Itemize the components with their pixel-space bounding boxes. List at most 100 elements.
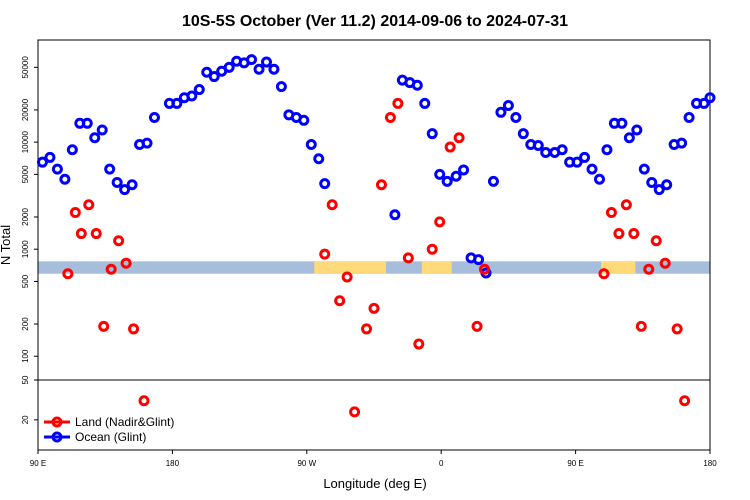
y-tick-label: 500 bbox=[21, 274, 30, 288]
ocean-point bbox=[698, 97, 710, 109]
ocean-point bbox=[653, 184, 665, 196]
y-tick-label: 50 bbox=[21, 375, 30, 384]
y-tick-label: 5000 bbox=[21, 165, 30, 183]
ocean-point bbox=[66, 144, 78, 156]
chart-title: 10S-5S October (Ver 11.2) 2014-09-06 to … bbox=[182, 13, 568, 30]
land-point bbox=[349, 406, 361, 418]
ocean-point bbox=[275, 81, 287, 93]
land-point bbox=[650, 235, 662, 247]
ocean-point bbox=[495, 106, 507, 118]
land-point bbox=[479, 263, 491, 275]
y-axis-label: N Total bbox=[0, 225, 13, 265]
ocean-point bbox=[96, 124, 108, 136]
land-point bbox=[326, 199, 338, 211]
y-tick-label: 20 bbox=[21, 415, 30, 424]
land-point bbox=[434, 216, 446, 228]
land-point bbox=[392, 97, 404, 109]
land-point bbox=[671, 323, 683, 335]
land-point bbox=[138, 395, 150, 407]
land-point bbox=[62, 268, 74, 280]
ocean-point bbox=[623, 132, 635, 144]
ocean-point bbox=[111, 176, 123, 188]
ocean-point bbox=[450, 170, 462, 182]
ocean-point bbox=[704, 92, 716, 104]
ocean-point bbox=[683, 111, 695, 123]
land-point bbox=[83, 199, 95, 211]
ocean-point bbox=[201, 66, 213, 78]
ocean-point bbox=[661, 179, 673, 191]
land-band-segment bbox=[421, 261, 452, 274]
ocean-point bbox=[419, 97, 431, 109]
land-point bbox=[368, 302, 380, 314]
land-point bbox=[75, 228, 87, 240]
ocean-point bbox=[246, 54, 258, 66]
land-point bbox=[679, 395, 691, 407]
ocean-point bbox=[540, 147, 552, 159]
ocean-point bbox=[601, 144, 613, 156]
land-point bbox=[120, 257, 132, 269]
y-tick-label: 1000 bbox=[21, 240, 30, 258]
ocean-point bbox=[208, 71, 220, 83]
ocean-point bbox=[638, 163, 650, 175]
ocean-point bbox=[510, 111, 522, 123]
ocean-point bbox=[313, 153, 325, 165]
ocean-point bbox=[434, 168, 446, 180]
ocean-point bbox=[51, 163, 63, 175]
land-point bbox=[69, 207, 81, 219]
land-point bbox=[635, 320, 647, 332]
land-point bbox=[643, 263, 655, 275]
x-tick-label: 90 E bbox=[30, 459, 46, 468]
land-point bbox=[384, 111, 396, 123]
legend: Land (Nadir&Glint) Ocean (Glint) bbox=[44, 415, 174, 444]
ocean-point bbox=[579, 151, 591, 163]
land-point bbox=[113, 235, 125, 247]
land-point bbox=[613, 228, 625, 240]
ocean-point bbox=[458, 164, 470, 176]
ocean-point bbox=[676, 137, 688, 149]
ocean-point bbox=[646, 176, 658, 188]
ocean-point bbox=[148, 111, 160, 123]
y-tick-label: 200 bbox=[21, 317, 30, 331]
ocean-point bbox=[36, 156, 48, 168]
legend-land-label: Land (Nadir&Glint) bbox=[75, 415, 174, 429]
land-point bbox=[444, 141, 456, 153]
ocean-point bbox=[473, 254, 485, 266]
land-point bbox=[659, 257, 671, 269]
ocean-point bbox=[44, 151, 56, 163]
ocean-point bbox=[59, 173, 71, 185]
land-point bbox=[105, 263, 117, 275]
ocean-point bbox=[389, 209, 401, 221]
x-axis-label: Longitude (deg E) bbox=[323, 476, 426, 491]
ocean-point bbox=[193, 84, 205, 96]
x-axis-ticks: 90 E 180 90 W 0 90 E 180 bbox=[30, 450, 717, 468]
ocean-point bbox=[426, 128, 438, 140]
ocean-point bbox=[593, 173, 605, 185]
ocean-point bbox=[81, 117, 93, 129]
legend-land-marker bbox=[51, 416, 63, 428]
ocean-point bbox=[89, 132, 101, 144]
ocean-point bbox=[223, 61, 235, 73]
land-point bbox=[98, 320, 110, 332]
land-point bbox=[334, 295, 346, 307]
y-axis-ticks: 100 200 500 1000 2000 5000 10000 20000 50000 20 50 bbox=[21, 56, 38, 424]
land-point bbox=[598, 268, 610, 280]
y-tick-label: 50000 bbox=[21, 56, 30, 79]
ocean-point bbox=[441, 175, 453, 187]
legend-ocean-label: Ocean (Glint) bbox=[75, 430, 146, 444]
land-point bbox=[471, 320, 483, 332]
land-point bbox=[341, 271, 353, 283]
ocean-point bbox=[171, 97, 183, 109]
y-tick-label: 100 bbox=[21, 349, 30, 363]
ocean-point bbox=[616, 117, 628, 129]
land-point bbox=[90, 228, 102, 240]
y-tick-label: 2000 bbox=[21, 208, 30, 226]
land-point bbox=[375, 179, 387, 191]
ocean-point bbox=[141, 137, 153, 149]
x-tick-label: 90 E bbox=[567, 459, 583, 468]
ocean-point bbox=[305, 139, 317, 151]
ocean-point bbox=[517, 128, 529, 140]
y-tick-label: 10000 bbox=[21, 130, 30, 153]
land-point bbox=[628, 228, 640, 240]
ocean-point bbox=[631, 124, 643, 136]
